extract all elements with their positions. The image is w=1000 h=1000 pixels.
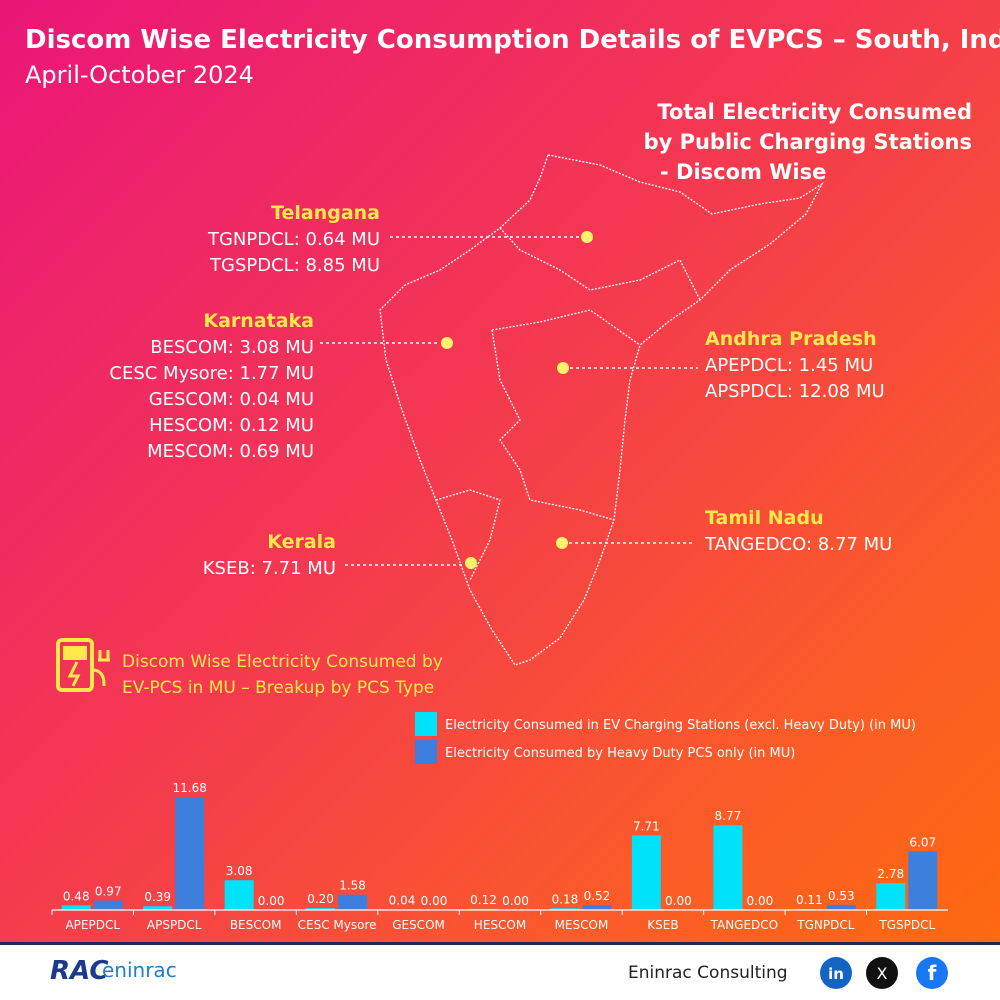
facebook-icon[interactable] (916, 957, 948, 989)
discom-entry: TANGEDCO: 8.77 MU (704, 534, 892, 555)
footer-graphics: RAC eninrac Eninrac Consulting in X f (50, 956, 948, 989)
value-label: 2.78 (877, 867, 904, 881)
x-tick-label: TGNPDCL (796, 918, 854, 932)
region-name: Karnataka (203, 310, 314, 332)
discom-entry: KSEB: 7.71 MU (203, 558, 336, 579)
x-tick-label: TANGEDCO (710, 918, 779, 932)
infographic: Discom Wise Electricity Consumption Deta… (25, 25, 1000, 932)
logo: RAC (50, 956, 108, 986)
subtitle: April-October 2024 (25, 61, 254, 89)
discom-entry: MESCOM: 0.69 MU (147, 441, 314, 462)
value-label: 1.58 (339, 879, 366, 893)
bar (826, 904, 856, 910)
map-heading: - Discom Wise (660, 160, 826, 184)
region-name: Telangana (271, 202, 380, 224)
bar (876, 883, 906, 910)
location-dot (465, 557, 477, 569)
value-label: 3.08 (226, 864, 253, 878)
title: Discom Wise Electricity Consumption Deta… (25, 25, 1000, 55)
map-heading: Total Electricity Consumed (657, 100, 972, 124)
x-tick-label: CESC Mysore (298, 918, 377, 932)
map-outline (379, 154, 824, 666)
linkedin-icon[interactable] (820, 957, 852, 989)
value-label: 0.20 (307, 892, 334, 906)
value-label: 0.53 (828, 889, 855, 903)
value-label: 0.48 (63, 889, 90, 903)
charger-icon (56, 638, 110, 692)
region-name: Andhra Pradesh (705, 328, 877, 350)
discom-entry: TGNPDCL: 0.64 MU (207, 229, 380, 250)
value-label: 0.00 (421, 894, 448, 908)
value-label: 6.07 (909, 835, 936, 849)
linkedin-label[interactable]: in (828, 965, 844, 983)
value-label: 0.00 (747, 894, 774, 908)
value-label: 11.68 (173, 781, 207, 795)
discom-entry: APEPDCL: 1.45 MU (705, 355, 873, 376)
discom-entry: CESC Mysore: 1.77 MU (109, 363, 314, 384)
x-tick-label: BESCOM (230, 918, 282, 932)
legend-label: Electricity Consumed by Heavy Duty PCS o… (445, 746, 795, 761)
bar (908, 851, 938, 910)
logo: eninrac (102, 958, 177, 982)
value-label: 0.04 (389, 894, 416, 908)
discom-entry: HESCOM: 0.12 MU (149, 415, 314, 436)
value-label: 0.00 (502, 894, 529, 908)
bar (631, 835, 661, 910)
location-dot (557, 362, 569, 374)
value-label: 0.18 (552, 892, 579, 906)
bar (550, 908, 580, 910)
value-label: 0.11 (796, 893, 823, 907)
footer: RAC eninrac Eninrac Consulting in X f (0, 942, 1000, 1000)
x-tick-label: HESCOM (474, 918, 526, 932)
bar (582, 904, 612, 910)
x-tick-label: APSPDCL (147, 918, 202, 932)
location-dot (581, 231, 593, 243)
bar-chart: Electricity Consumed in EV Charging Stat… (51, 712, 948, 932)
facebook-label[interactable]: f (928, 961, 937, 985)
x-label[interactable]: X (877, 964, 888, 983)
legend-label: Electricity Consumed in EV Charging Stat… (445, 718, 916, 733)
bar (224, 880, 254, 910)
map-heading: by Public Charging Stations (644, 130, 972, 154)
discom-entry: TGSPDCL: 8.85 MU (209, 255, 380, 276)
region-name: Tamil Nadu (705, 507, 824, 529)
legend-swatch (415, 740, 437, 764)
region-name: Kerala (267, 531, 336, 553)
bar (61, 905, 91, 910)
value-label: 7.71 (633, 819, 660, 833)
bar (713, 825, 743, 910)
callouts: Telangana TGNPDCL: 0.64 MU TGSPDCL: 8.85 M… (109, 202, 892, 579)
x-icon[interactable] (866, 957, 898, 989)
legend-swatch (415, 712, 437, 736)
value-label: 0.00 (665, 894, 692, 908)
bar (175, 797, 205, 910)
bar (93, 900, 123, 910)
value-label: 0.52 (584, 889, 611, 903)
x-tick-label: APEPDCL (65, 918, 120, 932)
discom-entry: GESCOM: 0.04 MU (149, 389, 314, 410)
value-label: 0.39 (144, 890, 171, 904)
value-label: 8.77 (715, 809, 742, 823)
discom-entry: APSPDCL: 12.08 MU (705, 381, 885, 402)
value-label: 0.97 (95, 885, 122, 899)
location-dot (441, 337, 453, 349)
x-tick-label: MESCOM (555, 918, 609, 932)
brand: Eninrac Consulting (628, 963, 788, 983)
value-label: 0.00 (258, 894, 285, 908)
value-label: 0.12 (470, 893, 497, 907)
location-dot (556, 537, 568, 549)
bar (338, 894, 368, 910)
x-tick-label: KSEB (647, 918, 678, 932)
x-tick-label: TGSPDCL (878, 918, 935, 932)
x-tick-label: GESCOM (392, 918, 445, 932)
chart-title: Discom Wise Electricity Consumed by EV-P… (122, 652, 443, 698)
bar (143, 906, 173, 910)
bar (306, 908, 336, 910)
discom-entry: BESCOM: 3.08 MU (150, 337, 314, 358)
